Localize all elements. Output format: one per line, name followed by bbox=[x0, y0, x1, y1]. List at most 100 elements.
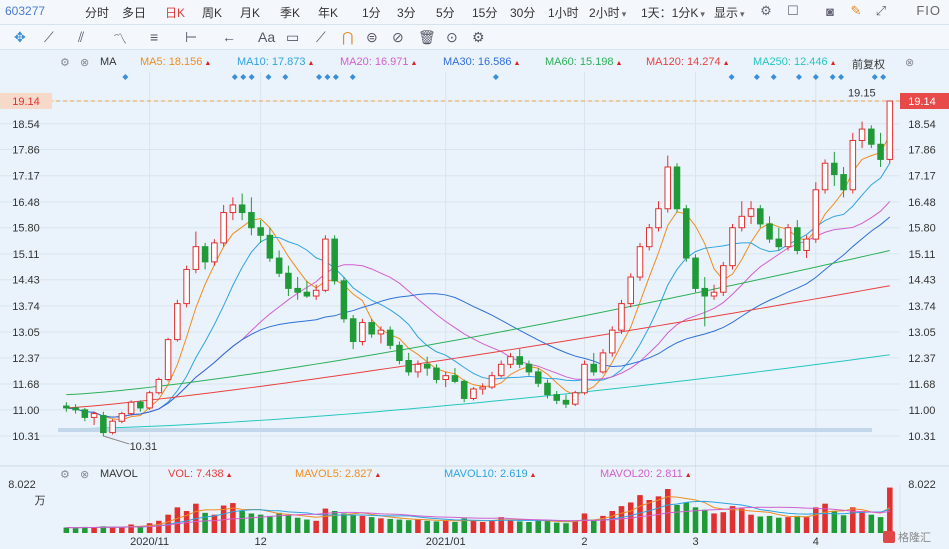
volume-bar bbox=[109, 526, 116, 533]
volume-bar bbox=[776, 517, 782, 533]
event-marker bbox=[265, 74, 272, 80]
ma-close-icon[interactable]: ⊗ bbox=[80, 57, 90, 69]
volume-bar bbox=[840, 515, 847, 533]
period-tab-3[interactable]: 周K bbox=[202, 6, 223, 20]
candle-body bbox=[507, 356, 514, 365]
y-tick-label-right: 12.37 bbox=[908, 353, 936, 365]
volume-bar bbox=[350, 514, 356, 533]
vol-unit: 万 bbox=[35, 495, 46, 507]
trash-icon[interactable]: 🗑 bbox=[418, 29, 436, 45]
ma-value-1: MA10: 17.873 bbox=[237, 56, 314, 68]
period-tab-15[interactable]: 显示 bbox=[714, 4, 745, 21]
candle-body bbox=[599, 352, 607, 373]
ma5-line bbox=[66, 134, 891, 421]
link-icon[interactable]: ⊜ bbox=[366, 29, 378, 45]
arrow-tool-icon[interactable]: ← bbox=[222, 29, 236, 45]
period-tab-9[interactable]: 5分 bbox=[436, 6, 455, 20]
y-tick-label-right: 16.48 bbox=[908, 197, 936, 209]
volume-bar bbox=[100, 526, 107, 533]
period-tab-10[interactable]: 15分 bbox=[472, 6, 498, 20]
adjust-mode[interactable]: 前复权 bbox=[852, 59, 885, 71]
volume-bar bbox=[341, 513, 347, 533]
ma-settings-icon[interactable]: ⚙ bbox=[60, 57, 70, 69]
period-tab-5[interactable]: 季K bbox=[280, 6, 301, 20]
pencil-icon[interactable]: ✎ bbox=[850, 3, 862, 18]
legend-close-icon[interactable]: ⊗ bbox=[905, 57, 915, 69]
volume-bar bbox=[202, 512, 208, 533]
candle-body bbox=[682, 208, 690, 259]
period-tab-13[interactable]: 2小时 bbox=[589, 4, 626, 21]
candle-body bbox=[664, 166, 672, 210]
candle-body bbox=[100, 415, 107, 434]
period-tab-0[interactable]: 分时 bbox=[85, 6, 110, 20]
fib-tool-icon[interactable]: ≡ bbox=[150, 29, 159, 45]
fullscreen-icon[interactable]: ⤢ bbox=[875, 3, 887, 18]
text-tool-icon[interactable]: Aa bbox=[258, 29, 276, 45]
checkbox-icon[interactable]: ☐ bbox=[787, 3, 799, 18]
candle-body bbox=[868, 128, 875, 145]
vol-settings-icon[interactable]: ⚙ bbox=[60, 469, 70, 481]
volume-bar bbox=[146, 523, 153, 533]
volume-bar bbox=[877, 517, 884, 533]
volume-bar bbox=[82, 526, 88, 533]
watermark-badge: 格隆汇 bbox=[883, 529, 945, 545]
channel-tool-icon[interactable]: ⫽ bbox=[78, 29, 85, 45]
wave-tool-icon[interactable]: 〽 bbox=[113, 31, 127, 47]
candle-body bbox=[414, 363, 422, 373]
settings-icon[interactable]: ⚙ bbox=[472, 29, 485, 45]
ma-value-0: MA5: 18.156 bbox=[140, 56, 211, 68]
period-tab-12[interactable]: 1小时 bbox=[548, 6, 579, 20]
y-tick-label-left: 11.00 bbox=[13, 405, 40, 417]
magnet-icon[interactable]: ⋂ bbox=[342, 29, 354, 45]
mavol5-line bbox=[66, 496, 891, 529]
period-tab-1[interactable]: 多日 bbox=[122, 6, 147, 20]
volume-bar bbox=[359, 515, 366, 533]
fio-button[interactable]: FIO bbox=[916, 3, 941, 18]
camera-icon[interactable]: ◙ bbox=[826, 3, 834, 19]
eye-icon[interactable]: ⊙ bbox=[446, 29, 458, 45]
volume-bar bbox=[600, 515, 606, 533]
vol-value-1: MAVOL5: 2.827 bbox=[295, 468, 381, 480]
volume-bar bbox=[91, 527, 97, 533]
candle-body bbox=[340, 280, 348, 320]
hide-icon[interactable]: ⊘ bbox=[392, 29, 404, 45]
period-tab-4[interactable]: 月K bbox=[240, 6, 261, 20]
candle-body bbox=[803, 238, 810, 251]
volume-bar bbox=[396, 519, 403, 533]
stock-code[interactable]: 603277 bbox=[5, 4, 46, 18]
volume-bar bbox=[137, 526, 144, 533]
period-tab-14[interactable]: 1天：1分K bbox=[641, 4, 705, 21]
crosshair-icon[interactable]: ✥ bbox=[14, 29, 26, 45]
ruler-icon[interactable]: ⟋ bbox=[316, 29, 326, 45]
candle-body bbox=[821, 162, 829, 191]
volume-bar bbox=[868, 514, 875, 533]
period-tab-2[interactable]: 日K bbox=[165, 6, 186, 20]
y-tick-label-left: 16.48 bbox=[12, 197, 40, 209]
period-tab-7[interactable]: 1分 bbox=[362, 6, 381, 20]
volume-bar bbox=[572, 520, 579, 533]
candle-body bbox=[109, 420, 116, 434]
candle-body bbox=[322, 238, 329, 291]
candle-body bbox=[442, 375, 449, 380]
measure-tool-icon[interactable]: ⊢ bbox=[185, 29, 198, 45]
line-tool-icon[interactable]: ⟋ bbox=[44, 29, 54, 45]
last-price-text-left: 19.14 bbox=[12, 96, 40, 108]
vol-close-icon[interactable]: ⊗ bbox=[80, 469, 90, 481]
period-tab-11[interactable]: 30分 bbox=[510, 6, 536, 20]
gear-icon[interactable]: ⚙ bbox=[760, 3, 772, 18]
low-label: 10.31 bbox=[130, 441, 158, 453]
candle-body bbox=[812, 189, 820, 240]
period-tab-6[interactable]: 年K bbox=[318, 6, 339, 20]
volume-bar bbox=[803, 517, 810, 533]
volume-bar bbox=[553, 522, 560, 533]
volume-bar bbox=[859, 511, 865, 533]
comment-tool-icon[interactable]: ▭ bbox=[286, 29, 300, 45]
y-tick-label-left: 13.74 bbox=[12, 301, 40, 313]
x-tick-label: 12 bbox=[255, 536, 267, 548]
volume-bar bbox=[470, 520, 477, 533]
volume-bar bbox=[248, 513, 255, 533]
period-tab-8[interactable]: 3分 bbox=[397, 6, 416, 20]
candle-body bbox=[81, 409, 89, 418]
ma250-line bbox=[66, 354, 890, 430]
